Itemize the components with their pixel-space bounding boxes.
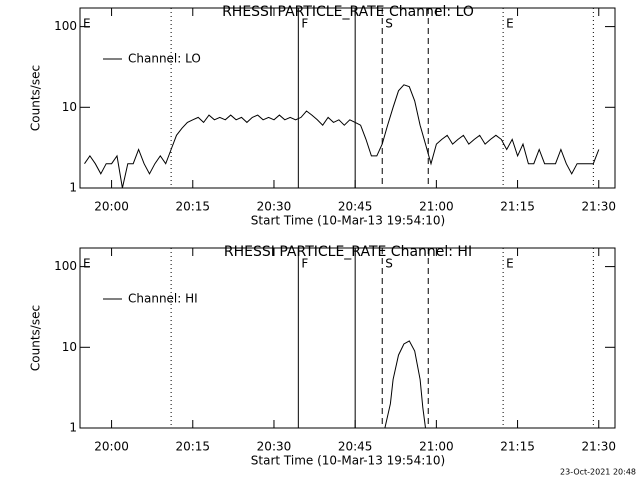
- y-axis-label: Counts/sec: [29, 305, 43, 371]
- event-label: E: [506, 17, 514, 31]
- y-tick-label: 1: [69, 421, 77, 435]
- timestamp: 23-Oct-2021 20:48: [560, 468, 636, 477]
- x-tick-label: 20:00: [94, 200, 129, 214]
- event-label: F: [301, 17, 308, 31]
- x-tick-label: 20:45: [338, 200, 373, 214]
- event-label: F: [301, 257, 308, 271]
- x-tick-label: 21:30: [581, 440, 616, 454]
- x-tick-label: 21:15: [500, 200, 535, 214]
- x-axis-label: Start Time (10-Mar-13 19:54:10): [251, 454, 445, 468]
- x-tick-label: 20:45: [338, 440, 373, 454]
- plot-frame: [79, 7, 616, 189]
- event-label: E: [506, 257, 514, 271]
- x-tick-label: 21:15: [500, 440, 535, 454]
- y-tick-label: 100: [54, 19, 77, 33]
- event-label: S: [385, 17, 393, 31]
- x-tick-label: 21:30: [581, 200, 616, 214]
- event-label: E: [83, 257, 91, 271]
- event-label: S: [385, 257, 393, 271]
- x-tick-label: 21:00: [419, 440, 454, 454]
- x-tick-label: 20:00: [94, 440, 129, 454]
- x-tick-label: 20:30: [257, 200, 292, 214]
- x-tick-label: 21:00: [419, 200, 454, 214]
- y-tick-label: 100: [54, 259, 77, 273]
- y-tick-label: 10: [62, 340, 77, 354]
- event-label: E: [83, 17, 91, 31]
- x-tick-label: 20:15: [175, 440, 210, 454]
- y-tick-label: 1: [69, 181, 77, 195]
- y-tick-label: 10: [62, 100, 77, 114]
- chart-title: RHESSI PARTICLE_RATE Channel: HI: [224, 244, 472, 260]
- legend-label: Channel: HI: [128, 292, 198, 306]
- plot-frame: [79, 247, 616, 429]
- y-axis-label: Counts/sec: [29, 65, 43, 131]
- legend-label: Channel: LO: [128, 52, 201, 66]
- x-tick-label: 20:15: [175, 200, 210, 214]
- data-line: [384, 340, 426, 429]
- x-axis-label: Start Time (10-Mar-13 19:54:10): [251, 214, 445, 228]
- x-tick-label: 20:30: [257, 440, 292, 454]
- data-line: [84, 84, 600, 189]
